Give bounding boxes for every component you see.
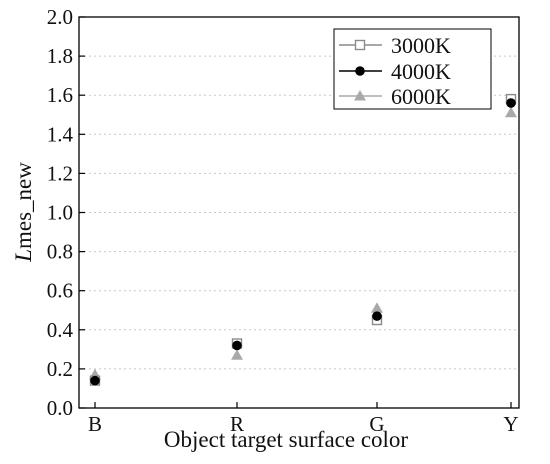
- y-tick-label: 1.8: [47, 44, 73, 68]
- data-point: [232, 340, 242, 351]
- y-tick-label: 0.4: [47, 318, 74, 342]
- legend-item: 6000K: [339, 84, 451, 109]
- data-points: [89, 93, 517, 386]
- x-tick-label: G: [369, 412, 384, 436]
- series-6000K: [89, 106, 517, 380]
- y-tick-label: 1.0: [47, 201, 73, 225]
- x-tick-label: Y: [503, 412, 518, 436]
- y-tick-label: 2.0: [47, 5, 73, 29]
- legend-item: 4000K: [339, 59, 451, 84]
- x-tick-label: R: [230, 412, 244, 436]
- y-tick-label: 1.4: [47, 122, 74, 146]
- y-tick-label: 0.0: [47, 396, 73, 420]
- data-point: [372, 311, 382, 321]
- x-tick-label: B: [88, 412, 102, 436]
- data-point: [505, 106, 517, 118]
- data-point: [371, 302, 383, 313]
- y-tick-label: 0.2: [47, 357, 73, 381]
- legend-marker: [354, 39, 366, 51]
- x-axis-title: Object target surface color: [164, 427, 408, 452]
- series-4000K: [90, 98, 516, 386]
- y-axis-title: Lmes_new: [11, 162, 36, 263]
- y-tick-label: 1.6: [47, 83, 73, 107]
- legend-label: 6000K: [391, 84, 451, 109]
- y-axis-title-rest: mes_new: [11, 162, 36, 249]
- legend-item: 3000K: [339, 33, 451, 58]
- data-point: [231, 349, 243, 360]
- legend-label: 3000K: [391, 33, 451, 58]
- series-3000K: [89, 93, 517, 386]
- legend-marker: [355, 66, 365, 76]
- legend-marker: [354, 90, 366, 101]
- y-tick-label: 1.2: [47, 161, 73, 185]
- y-axis: 0.0 0.2 0.4 0.6 0.8 1.0 1.2 1.4 1.6 1.8 2.0: [47, 5, 85, 420]
- y-axis-title-italic: L: [11, 249, 36, 263]
- y-tick-label: 0.8: [47, 240, 73, 264]
- data-point: [90, 375, 100, 386]
- legend-label: 4000K: [391, 59, 451, 84]
- y-tick-label: 0.6: [47, 279, 73, 303]
- data-point: [506, 98, 516, 108]
